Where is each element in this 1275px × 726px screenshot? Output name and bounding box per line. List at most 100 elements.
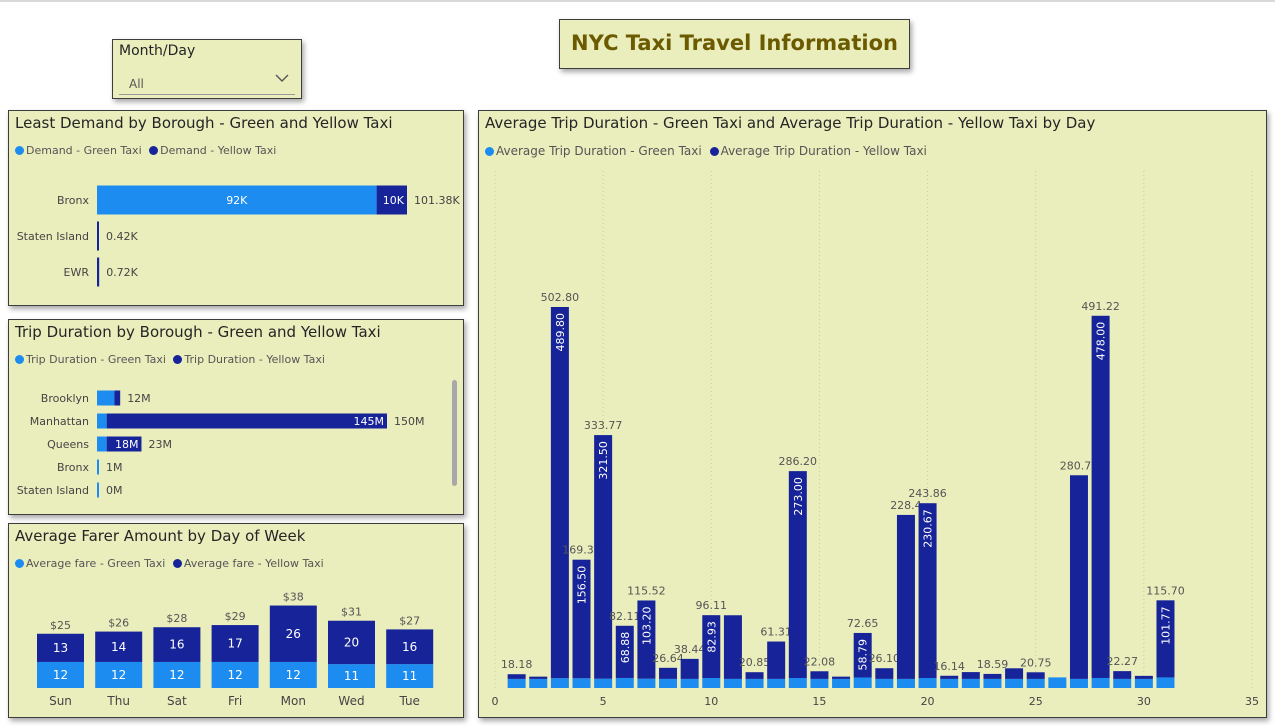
bar-green[interactable] (594, 678, 613, 688)
bar-yellow[interactable] (745, 672, 764, 679)
bar-green[interactable] (918, 678, 937, 688)
bar-green[interactable] (788, 677, 807, 688)
bar-green[interactable] (875, 678, 894, 688)
legend-item-green[interactable]: Demand - Green Taxi (15, 144, 142, 157)
bar-green[interactable] (572, 678, 591, 688)
bar-yellow[interactable] (1156, 600, 1175, 678)
bar-yellow[interactable] (550, 307, 569, 679)
bar-green[interactable] (211, 661, 259, 688)
bar-green[interactable] (832, 678, 851, 688)
bar-yellow[interactable] (1134, 675, 1153, 679)
legend-item-yellow[interactable]: Average fare - Yellow Taxi (172, 557, 324, 570)
bar-green[interactable] (702, 678, 721, 688)
bar-yellow[interactable] (767, 641, 786, 679)
bar-yellow[interactable] (1026, 672, 1045, 679)
bar-yellow[interactable] (637, 600, 656, 679)
bar-yellow[interactable] (832, 676, 851, 679)
bar-yellow[interactable] (328, 620, 375, 665)
bar-green[interactable] (529, 678, 548, 688)
bar-green[interactable] (1005, 678, 1024, 688)
bar-green[interactable] (940, 678, 959, 688)
least-demand-panel[interactable]: Least Demand by Borough - Green and Yell… (8, 110, 464, 306)
bar-yellow[interactable] (1091, 315, 1110, 678)
bar-green[interactable] (97, 390, 115, 406)
bar-yellow[interactable] (875, 668, 894, 679)
average-fare-panel[interactable]: Average Farer Amount by Day of Week Aver… (8, 523, 464, 718)
bar-yellow[interactable] (114, 390, 121, 406)
bar-green[interactable] (328, 664, 375, 688)
bar-yellow[interactable] (659, 667, 678, 679)
bar-green[interactable] (37, 661, 84, 688)
bar-green[interactable] (1091, 677, 1110, 688)
bar-yellow[interactable] (211, 625, 259, 662)
bar-green[interactable] (507, 678, 526, 688)
bar-green[interactable] (896, 678, 915, 688)
bar-green[interactable] (1156, 677, 1175, 688)
month-day-slicer[interactable]: Month/Day All (112, 39, 302, 99)
bar-green[interactable] (961, 678, 980, 688)
legend-item-yellow[interactable]: Trip Duration - Yellow Taxi (173, 353, 325, 366)
trip-duration-chart[interactable]: Brooklyn 12M Manhattan 145M 150M Queens 18M 23M… (9, 380, 449, 512)
bar-yellow[interactable] (572, 559, 591, 679)
bar-yellow[interactable] (106, 413, 388, 429)
bar-green[interactable] (97, 482, 99, 498)
bar-green[interactable] (853, 677, 872, 688)
bar-yellow[interactable] (97, 257, 100, 287)
legend-item-green[interactable]: Trip Duration - Green Taxi (15, 353, 166, 366)
bar-green[interactable] (269, 661, 317, 688)
least-demand-chart[interactable]: Bronx 92K 10K 101.38K Staten Island 0.42K EWR 0… (9, 171, 463, 301)
bar-green[interactable] (153, 661, 201, 688)
chevron-down-icon[interactable] (275, 72, 289, 87)
bar-green[interactable] (767, 678, 786, 688)
scrollbar[interactable] (452, 380, 457, 486)
trip-duration-by-day-panel[interactable]: Average Trip Duration - Green Taxi and A… (478, 110, 1267, 718)
bar-yellow[interactable] (507, 674, 526, 679)
bar-yellow[interactable] (376, 185, 407, 215)
bar-green[interactable] (1134, 678, 1153, 688)
bar-green[interactable] (680, 678, 699, 688)
bar-yellow[interactable] (594, 435, 613, 679)
bar-yellow[interactable] (810, 671, 829, 679)
bar-green[interactable] (1113, 678, 1132, 688)
bar-yellow[interactable] (723, 615, 742, 679)
slicer-dropdown[interactable]: All (119, 70, 295, 95)
legend-item-green[interactable]: Average fare - Green Taxi (15, 557, 165, 570)
trip-duration-by-day-chart[interactable]: 0 5 10 15 20 25 30 35 18.18 489.80 502.80 156.50 169… (479, 166, 1266, 716)
bar-yellow[interactable] (853, 632, 872, 678)
bar-green[interactable] (745, 678, 764, 688)
bar-yellow[interactable] (615, 625, 634, 678)
bar-yellow[interactable] (529, 676, 548, 679)
bar-yellow[interactable] (918, 503, 937, 679)
bar-green[interactable] (723, 678, 742, 688)
bar-yellow[interactable] (983, 673, 1002, 679)
bar-yellow[interactable] (680, 658, 699, 679)
bar-green[interactable] (97, 459, 99, 475)
bar-yellow[interactable] (1069, 475, 1088, 679)
bar-yellow[interactable] (788, 471, 807, 678)
bar-green[interactable] (1069, 678, 1088, 688)
legend-item-yellow[interactable]: Average Trip Duration - Yellow Taxi (709, 144, 927, 158)
bar-yellow[interactable] (1113, 671, 1132, 679)
bar-green[interactable] (386, 664, 434, 688)
bar-yellow[interactable] (702, 615, 721, 679)
bar-yellow[interactable] (106, 436, 142, 452)
bar-yellow[interactable] (961, 672, 980, 679)
legend-item-green[interactable]: Average Trip Duration - Green Taxi (485, 144, 702, 158)
average-fare-chart[interactable]: 12 13 $25 Sun 12 14 $26 Thu 12 16 $28 Sat 12 17 $29 Fri… (9, 584, 463, 716)
bar-yellow[interactable] (37, 633, 84, 662)
bar-yellow[interactable] (386, 629, 434, 665)
bar-yellow[interactable] (153, 627, 201, 662)
trip-duration-panel[interactable]: Trip Duration by Borough - Green and Yel… (8, 319, 464, 515)
legend-item-yellow[interactable]: Demand - Yellow Taxi (149, 144, 276, 157)
bar-green[interactable] (97, 436, 107, 452)
bar-green[interactable] (810, 678, 829, 688)
bar-green[interactable] (1048, 677, 1067, 688)
bar-green[interactable] (983, 678, 1002, 688)
bar-green[interactable] (615, 677, 634, 688)
bar-green[interactable] (95, 661, 143, 688)
bar-yellow[interactable] (95, 631, 143, 662)
bar-yellow[interactable] (940, 675, 959, 679)
bar-green[interactable] (659, 678, 678, 688)
bar-green[interactable] (637, 678, 656, 688)
bar-yellow[interactable] (97, 221, 99, 251)
